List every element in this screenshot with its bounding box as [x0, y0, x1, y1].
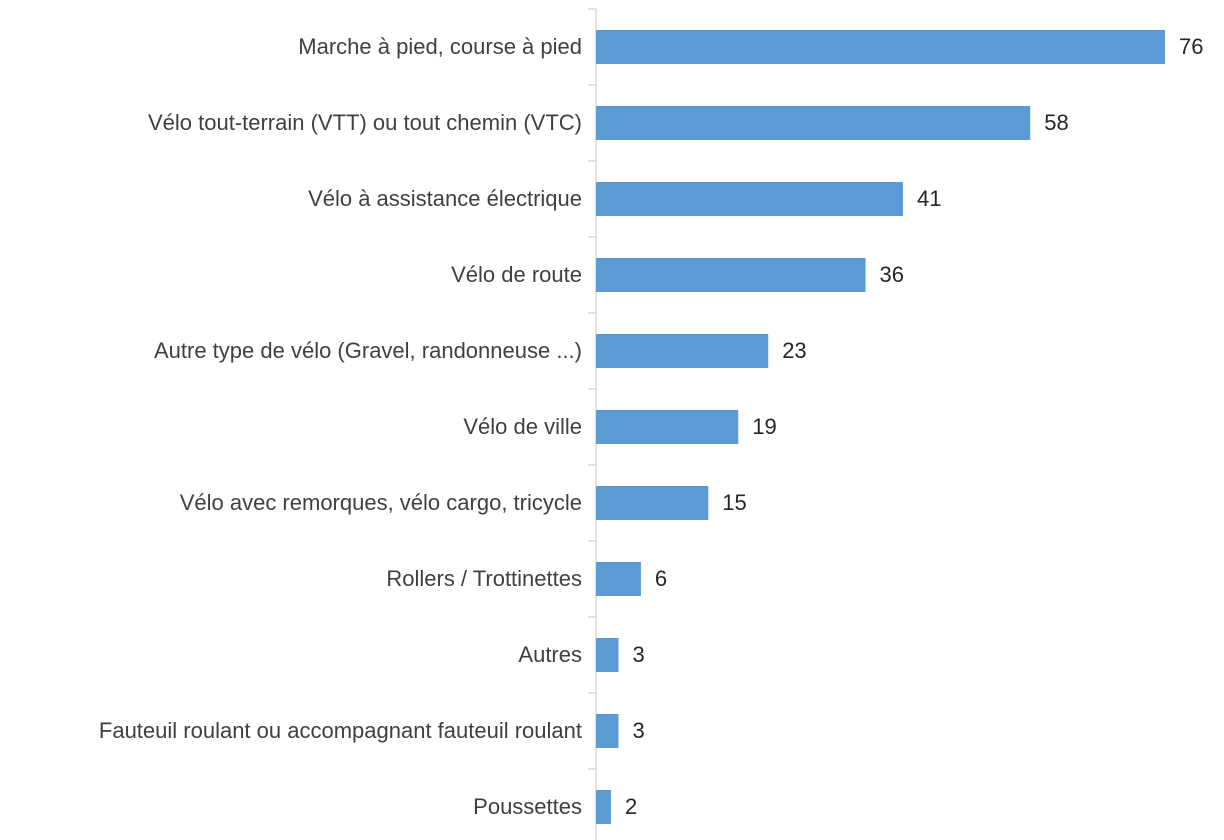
category-label-box: Vélo de route	[451, 237, 582, 313]
bar	[596, 410, 739, 444]
category-label: Vélo avec remorques, vélo cargo, tricycl…	[179, 490, 582, 515]
category-label: Autres	[518, 642, 582, 667]
bar	[596, 790, 611, 824]
data-label: 41	[917, 186, 941, 211]
data-label: 36	[880, 262, 904, 287]
category-label-box: Vélo tout-terrain (VTT) ou tout chemin (…	[148, 85, 582, 161]
category-label-box: Rollers / Trottinettes	[386, 541, 582, 617]
bar	[596, 638, 619, 672]
bar	[596, 562, 641, 596]
category-label: Autre type de vélo (Gravel, randonneuse …	[153, 338, 582, 363]
bar	[596, 334, 769, 368]
data-label: 3	[632, 642, 644, 667]
category-label: Vélo tout-terrain (VTT) ou tout chemin (…	[147, 110, 582, 135]
category-label-box: Vélo de ville	[463, 389, 582, 465]
category-label-box: Autres	[518, 617, 582, 693]
data-label: 58	[1044, 110, 1068, 135]
bar	[596, 182, 903, 216]
data-label: 19	[752, 414, 776, 439]
category-label: Marche à pied, course à pied	[298, 34, 582, 59]
category-label: Poussettes	[473, 794, 582, 819]
category-label-box: Vélo avec remorques, vélo cargo, tricycl…	[180, 465, 582, 541]
bar	[596, 258, 866, 292]
bar	[596, 30, 1165, 64]
bar	[596, 714, 619, 748]
bar	[596, 106, 1031, 140]
category-label-box: Fauteuil roulant ou accompagnant fauteui…	[99, 693, 582, 769]
data-label: 6	[655, 566, 667, 591]
data-label: 2	[625, 794, 637, 819]
category-label-box: Autre type de vélo (Gravel, randonneuse …	[154, 313, 582, 389]
bar	[596, 486, 709, 520]
data-label: 76	[1179, 34, 1203, 59]
category-label: Vélo de ville	[463, 414, 582, 439]
category-label: Vélo à assistance électrique	[308, 186, 582, 211]
category-label-box: Marche à pied, course à pied	[298, 9, 582, 85]
category-label: Vélo de route	[451, 262, 582, 287]
data-label: 15	[722, 490, 746, 515]
data-label: 23	[782, 338, 806, 363]
category-label-box: Poussettes	[473, 769, 582, 840]
data-label: 3	[632, 718, 644, 743]
category-label: Rollers / Trottinettes	[386, 566, 582, 591]
category-label-box: Vélo à assistance électrique	[308, 161, 582, 237]
category-label: Fauteuil roulant ou accompagnant fauteui…	[98, 718, 582, 743]
